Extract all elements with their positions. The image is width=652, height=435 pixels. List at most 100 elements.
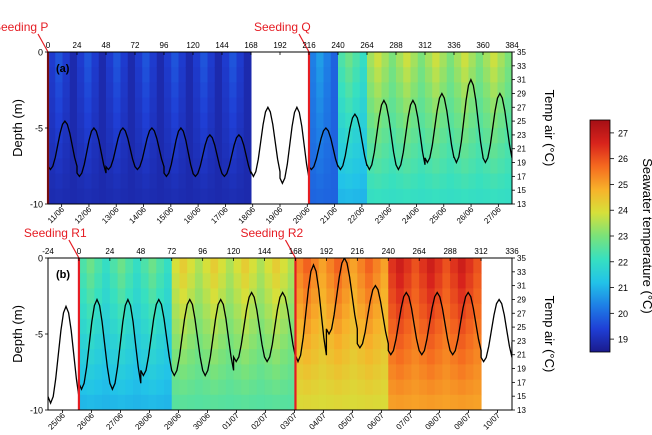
b-bottom-tick-label: 06/07 [365, 411, 386, 432]
b-heat-cell [341, 318, 351, 335]
a-heat-cell [207, 97, 216, 114]
b-heat-cell [473, 258, 482, 274]
a-heat-cell [309, 52, 317, 68]
b-heat-cell [233, 303, 242, 320]
b-heat-cell [357, 334, 366, 350]
b-heat-cell [334, 394, 343, 410]
a-heat-cell [178, 82, 187, 99]
a-heat-cell [323, 143, 332, 159]
a-heat-cell [345, 82, 353, 99]
a-heat-cell [48, 158, 56, 175]
b-heat-cell [426, 379, 436, 396]
a-heat-cell [323, 82, 332, 99]
b-heat-cell [140, 258, 150, 274]
a-heat-cell [425, 52, 433, 68]
a-heat-cell [135, 158, 143, 175]
a-heat-cell [200, 128, 208, 144]
a-heat-cell [461, 112, 469, 129]
b-heat-cell [148, 273, 157, 289]
b-heat-cell [117, 273, 126, 289]
b-heat-cell [148, 288, 157, 305]
b-heat-cell [249, 349, 258, 365]
b-heat-cell [109, 394, 119, 410]
a-heat-cell [55, 67, 63, 83]
a-heat-cell [323, 97, 332, 114]
a-heat-cell [200, 82, 208, 99]
a-heat-cell [98, 82, 107, 99]
b-heat-cell [86, 288, 95, 305]
a-heat-cell [48, 112, 56, 129]
b-top-tick-label: 24 [105, 247, 114, 256]
b-heat-cell [233, 379, 242, 396]
b-heat-cell [465, 303, 474, 320]
b-heat-cell [225, 273, 235, 289]
b-heat-cell [442, 288, 451, 305]
b-heat-cell [303, 394, 312, 410]
b-heat-cell [179, 364, 188, 381]
b-heat-cell [287, 318, 296, 335]
a-bottom-tick-label: 18/06 [237, 205, 258, 226]
b-heat-cell [109, 288, 119, 305]
a-heat-cell [149, 173, 158, 190]
a-heat-cell [359, 97, 368, 114]
b-heat-cell [164, 258, 173, 274]
b-heat-cell [403, 364, 412, 381]
b-heat-cell [102, 318, 111, 335]
panel-b: Seeding R1 Seeding R2 -24 0 24 48 72 96 120 144 1… [10, 226, 557, 432]
a-heat-cell [55, 112, 63, 129]
b-heat-cell [326, 288, 335, 305]
b-heat-cell [156, 379, 165, 396]
a-heat-cell [214, 67, 223, 83]
a-heat-cell [323, 52, 332, 68]
b-heat-cell [148, 394, 157, 410]
a-heat-cell [410, 188, 419, 204]
a-heat-cell [468, 188, 477, 204]
a-heat-cell [338, 188, 346, 204]
panel-b-top-axis: -24 0 24 48 72 96 120 144 168 192 216 240 264 288 312 3… [42, 247, 519, 261]
b-right-tick-label: 29 [517, 295, 526, 304]
a-heat-cell [142, 52, 150, 68]
a-heat-cell [316, 97, 324, 114]
a-heat-cell [417, 128, 426, 144]
a-heat-cell [98, 97, 107, 114]
b-right-tick-label: 23 [517, 337, 526, 346]
a-heat-cell [483, 158, 491, 175]
a-heat-cell [149, 158, 158, 175]
a-heat-cell [381, 82, 390, 99]
b-heat-cell [94, 349, 103, 365]
a-heat-cell [222, 52, 230, 68]
a-heat-cell [439, 82, 448, 99]
b-heat-cell [210, 288, 219, 305]
b-heat-cell [341, 364, 351, 381]
b-heat-cell [403, 273, 412, 289]
a-heat-cell [156, 97, 165, 114]
a-heat-cell [381, 112, 390, 129]
b-heat-cell [457, 258, 467, 274]
a-heat-cell [149, 82, 158, 99]
b-heat-cell [473, 364, 482, 381]
a-heat-cell [309, 188, 317, 204]
b-heat-cell [357, 318, 366, 335]
a-heat-cell [193, 52, 201, 68]
a-heat-cell [483, 112, 491, 129]
b-heat-cell [280, 379, 289, 396]
b-heat-cell [102, 258, 111, 274]
a-right-tick-label: 21 [517, 145, 526, 154]
b-heat-cell [171, 318, 180, 335]
b-heat-cell [86, 394, 95, 410]
b-heat-cell [249, 258, 258, 274]
b-heat-cell [78, 349, 88, 365]
a-heat-cell [77, 158, 85, 175]
a-heat-cell [164, 128, 172, 144]
a-heat-cell [113, 97, 121, 114]
b-heat-cell [419, 303, 428, 320]
b-bottom-tick-label: 25/06 [46, 411, 67, 432]
panel-a-ylabel: Depth (m) [10, 99, 25, 157]
a-heat-cell [135, 67, 143, 83]
a-heat-cell [497, 112, 506, 129]
b-heat-cell [233, 349, 242, 365]
b-heat-cell [171, 349, 180, 365]
b-heat-cell [210, 379, 219, 396]
a-heat-cell [48, 143, 56, 159]
b-heat-cell [233, 258, 242, 274]
